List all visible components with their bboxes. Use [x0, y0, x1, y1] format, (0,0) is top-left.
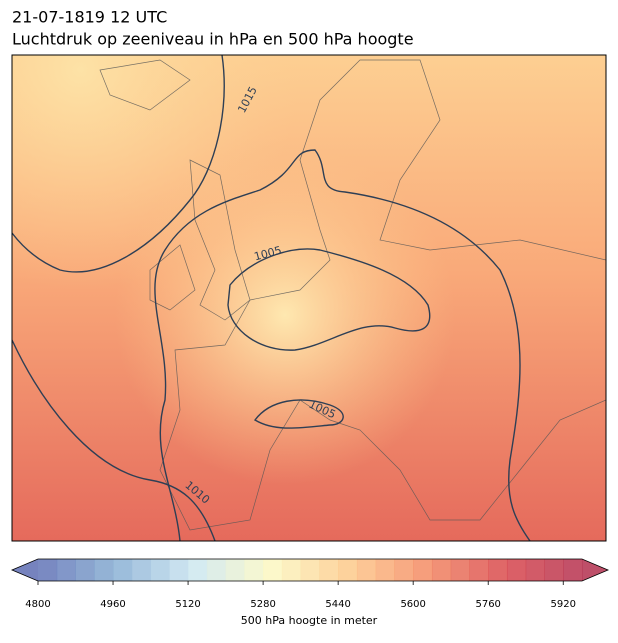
colorbar-tick-label: 5760	[475, 599, 500, 610]
colorbar-segment	[281, 559, 302, 581]
colorbar-extend-high	[582, 559, 608, 581]
colorbar-segment	[506, 559, 527, 581]
colorbar-segment	[394, 559, 414, 581]
colorbar-segment	[188, 559, 208, 581]
colorbar-tick-label: 5600	[400, 599, 425, 610]
colorbar-tick-label: 5280	[250, 599, 275, 610]
colorbar-segment	[56, 559, 77, 581]
colorbar-segment	[150, 559, 170, 581]
colorbar-label: 500 hPa hoogte in meter	[241, 614, 378, 627]
colorbar-segment	[356, 559, 377, 581]
colorbar-segment	[413, 559, 433, 581]
colorbar-segment	[38, 559, 58, 581]
colorbar-tick-label: 4800	[25, 599, 50, 610]
colorbar-tick-label: 5920	[551, 599, 576, 610]
colorbar-segment	[263, 559, 283, 581]
colorbar-segment	[525, 559, 545, 581]
map-frame	[11, 54, 607, 542]
colorbar-segment	[319, 559, 339, 581]
colorbar-tick-label: 5440	[325, 599, 350, 610]
colorbar-segment	[375, 559, 395, 581]
colorbar-segment	[338, 559, 358, 581]
colorbar-segment	[244, 559, 264, 581]
colorbar: 4800 4960 5120 5280 5440 5600 5760 5920	[10, 558, 610, 610]
title: 21-07-1819 12 UTC	[12, 8, 167, 27]
colorbar-segment	[563, 559, 583, 581]
colorbar-segment	[206, 559, 227, 581]
colorbar-segment	[469, 559, 489, 581]
map: 1015 1005 1005 1010	[12, 55, 606, 541]
colorbar-segment	[544, 559, 564, 581]
colorbar-segment	[113, 559, 133, 581]
colorbar-segment	[488, 559, 508, 581]
colorbar-tick-label: 4960	[100, 599, 125, 610]
colorbar-segment	[75, 559, 95, 581]
colorbar-segment	[131, 559, 152, 581]
colorbar-segment	[431, 559, 452, 581]
colorbar-segment	[94, 559, 114, 581]
colorbar-tick-label: 5120	[175, 599, 200, 610]
subtitle: Luchtdruk op zeeniveau in hPa en 500 hPa…	[12, 30, 414, 49]
height-field	[12, 55, 606, 541]
colorbar-extend-low	[12, 559, 38, 581]
colorbar-segment	[300, 559, 320, 581]
colorbar-segment	[225, 559, 245, 581]
colorbar-segment	[450, 559, 470, 581]
colorbar-segment	[169, 559, 189, 581]
isobars	[12, 55, 531, 541]
